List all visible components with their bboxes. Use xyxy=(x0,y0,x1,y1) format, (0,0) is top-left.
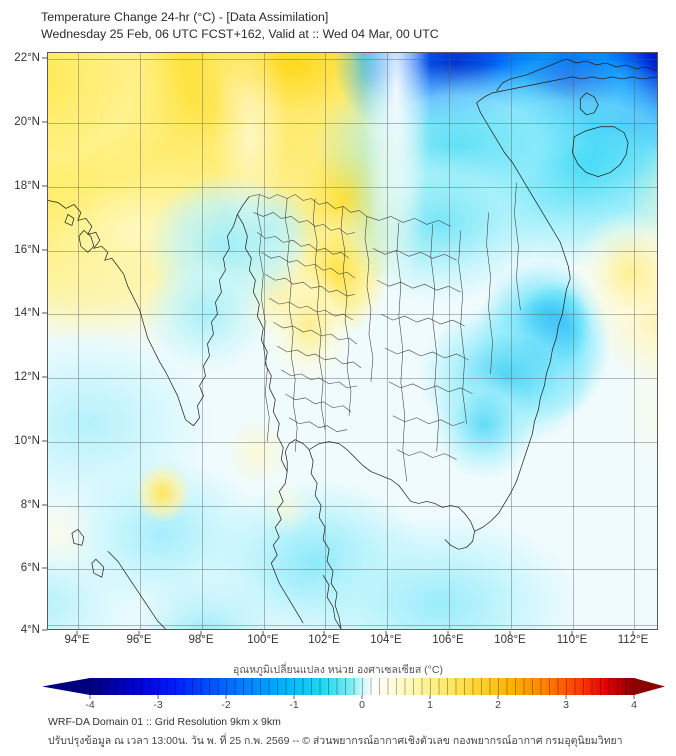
y-axis-tick xyxy=(42,185,47,187)
x-axis-tick xyxy=(632,631,634,636)
y-axis-label: 14°N xyxy=(14,307,40,319)
colorbar-gradient xyxy=(90,678,634,695)
colorbar-tick-label: 0 xyxy=(359,699,365,711)
gridline-horizontal xyxy=(48,314,657,315)
y-axis-label: 12°N xyxy=(14,371,40,383)
x-axis-tick xyxy=(571,631,573,636)
gridline-vertical xyxy=(140,53,141,629)
colorbar-underflow-arrow xyxy=(42,678,90,695)
colorbar-tick xyxy=(429,695,431,699)
gridline-horizontal xyxy=(48,625,657,626)
colorbar-tick-label: 4 xyxy=(631,699,637,711)
x-axis-tick xyxy=(509,631,511,636)
chart-title-block: Temperature Change 24-hr (°C) - [Data As… xyxy=(41,9,641,43)
gridline-vertical xyxy=(634,53,635,629)
y-axis-tick xyxy=(42,57,47,59)
gridline-vertical xyxy=(325,53,326,629)
gridline-vertical xyxy=(78,53,79,629)
colorbar-tick-label: -4 xyxy=(85,699,95,711)
y-axis-tick xyxy=(42,629,47,631)
colorbar-tick-label: -2 xyxy=(221,699,231,711)
colorbar-tick-label: 1 xyxy=(427,699,433,711)
gridline-horizontal xyxy=(48,506,657,507)
x-axis-label: 100°E xyxy=(247,634,279,646)
map-plot-area[interactable] xyxy=(47,52,658,630)
colorbar-tick xyxy=(293,695,295,699)
gridline-horizontal xyxy=(48,123,657,124)
x-axis-tick xyxy=(200,631,202,636)
colorbar-tick-label: 3 xyxy=(563,699,569,711)
y-axis-label: 18°N xyxy=(14,180,40,192)
gridline-vertical xyxy=(387,53,388,629)
map-vector-overlay xyxy=(48,58,657,629)
colorbar-title: อุณหภูมิเปลี่ยนแปลง หน่วย องศาเซลเซียส (… xyxy=(233,664,443,676)
colorbar-tick-label: -1 xyxy=(289,699,299,711)
y-axis-tick xyxy=(42,376,47,378)
y-axis-label: 4°N xyxy=(20,624,40,636)
gridline-horizontal xyxy=(48,569,657,570)
colorbar[interactable] xyxy=(42,678,665,695)
y-axis-tick xyxy=(42,121,47,123)
y-axis-label: 20°N xyxy=(14,116,40,128)
gridline-vertical xyxy=(202,53,203,629)
gridline-vertical xyxy=(264,53,265,629)
x-axis-tick xyxy=(76,631,78,636)
x-axis-label: 112°E xyxy=(617,634,649,646)
gridline-horizontal xyxy=(48,251,657,252)
y-axis-tick xyxy=(42,504,47,506)
colorbar-tick xyxy=(633,695,635,699)
footer-copyright: ปรับปรุงข้อมูล ณ เวลา 13:00น. วัน พ. ที่… xyxy=(48,735,623,747)
y-axis-label: 10°N xyxy=(14,435,40,447)
colorbar-tick xyxy=(497,695,499,699)
colorbar-tick xyxy=(89,695,91,699)
gridline-horizontal xyxy=(48,378,657,379)
chart-subtitle: Wednesday 25 Feb, 06 UTC FCST+162, Valid… xyxy=(41,27,439,41)
y-axis-tick xyxy=(42,567,47,569)
x-axis-tick xyxy=(447,631,449,636)
gridline-horizontal xyxy=(48,442,657,443)
x-axis-label: 98°E xyxy=(188,634,214,646)
colorbar-tick xyxy=(157,695,159,699)
footer-model-info: WRF-DA Domain 01 :: Grid Resolution 9km … xyxy=(48,716,281,728)
x-axis-tick xyxy=(138,631,140,636)
y-axis-label: 6°N xyxy=(20,562,40,574)
gridline-horizontal xyxy=(48,187,657,188)
y-axis-label: 16°N xyxy=(14,244,40,256)
x-axis-label: 106°E xyxy=(432,634,464,646)
y-axis-label: 22°N xyxy=(14,52,40,64)
y-axis-label: 8°N xyxy=(20,499,40,511)
x-axis-label: 110°E xyxy=(556,634,588,646)
x-axis-label: 96°E xyxy=(126,634,152,646)
gridline-vertical xyxy=(573,53,574,629)
x-axis-tick xyxy=(323,631,325,636)
gridline-vertical xyxy=(449,53,450,629)
colorbar-tick xyxy=(565,695,567,699)
colorbar-tick-label: -3 xyxy=(153,699,163,711)
colorbar-tick-label: 2 xyxy=(495,699,501,711)
colorbar-overflow-arrow xyxy=(634,678,665,695)
y-axis-tick xyxy=(42,440,47,442)
gridline-horizontal xyxy=(48,59,657,60)
gridline-vertical xyxy=(511,53,512,629)
y-axis-tick xyxy=(42,312,47,314)
page-title: Temperature Change 24-hr (°C) - [Data As… xyxy=(41,10,329,24)
y-axis-tick xyxy=(42,249,47,251)
x-axis-label: 104°E xyxy=(370,634,402,646)
colorbar-tick xyxy=(225,695,227,699)
x-axis-label: 108°E xyxy=(494,634,526,646)
x-axis-tick xyxy=(262,631,264,636)
x-axis-tick xyxy=(385,631,387,636)
x-axis-label: 102°E xyxy=(308,634,340,646)
x-axis-label: 94°E xyxy=(64,634,90,646)
colorbar-tick xyxy=(361,695,363,699)
